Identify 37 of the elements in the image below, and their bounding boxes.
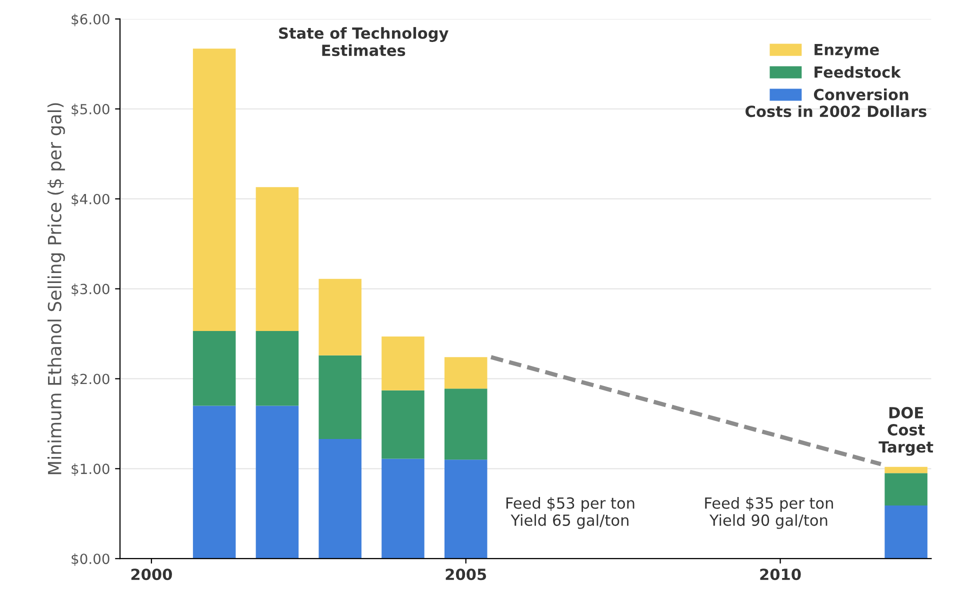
bar xyxy=(444,460,488,559)
bar xyxy=(192,331,236,406)
bar xyxy=(382,390,424,459)
y-tick-label: $3.00 xyxy=(72,284,110,296)
bar xyxy=(256,187,299,332)
bar xyxy=(318,278,362,356)
bar xyxy=(318,355,362,439)
y-tick-label: $2.00 xyxy=(72,373,110,386)
bar xyxy=(884,466,928,474)
annotation: DOE Cost Target xyxy=(878,406,934,456)
legend-label: Enzyme xyxy=(814,44,879,58)
legend-label: Conversion xyxy=(814,88,908,100)
bar xyxy=(318,438,362,559)
bar xyxy=(444,357,488,389)
bar xyxy=(256,331,299,406)
y-tick-label: $5.00 xyxy=(72,104,110,116)
x-tick-label: 2005 xyxy=(446,568,486,580)
annotation: State of Technology Estimates xyxy=(279,27,448,56)
y-tick-label: $4.00 xyxy=(72,194,110,206)
bar xyxy=(444,388,488,460)
legend-label: Feedstock xyxy=(814,66,902,78)
y-tick-label: $1.00 xyxy=(72,463,110,476)
bar xyxy=(884,473,928,506)
annotation: Feed $53 per ton Yield 65 gal/ton xyxy=(506,497,634,529)
bar xyxy=(192,406,236,559)
bar xyxy=(382,336,424,390)
y-tick-label: $0.00 xyxy=(72,553,110,566)
x-tick-label: 2000 xyxy=(131,568,172,580)
bar xyxy=(256,406,299,559)
bar xyxy=(192,48,236,332)
x-tick-label: 2010 xyxy=(760,568,801,580)
annotation: Costs in 2002 Dollars xyxy=(746,105,926,118)
bar xyxy=(382,458,424,559)
annotation: Feed $35 per ton Yield 90 gal/ton xyxy=(705,497,833,529)
y-tick-label: $6.00 xyxy=(72,14,110,26)
bar xyxy=(884,506,928,559)
y-axis-title: Minimum Ethanol Selling Price ($ per gal) xyxy=(47,103,65,474)
